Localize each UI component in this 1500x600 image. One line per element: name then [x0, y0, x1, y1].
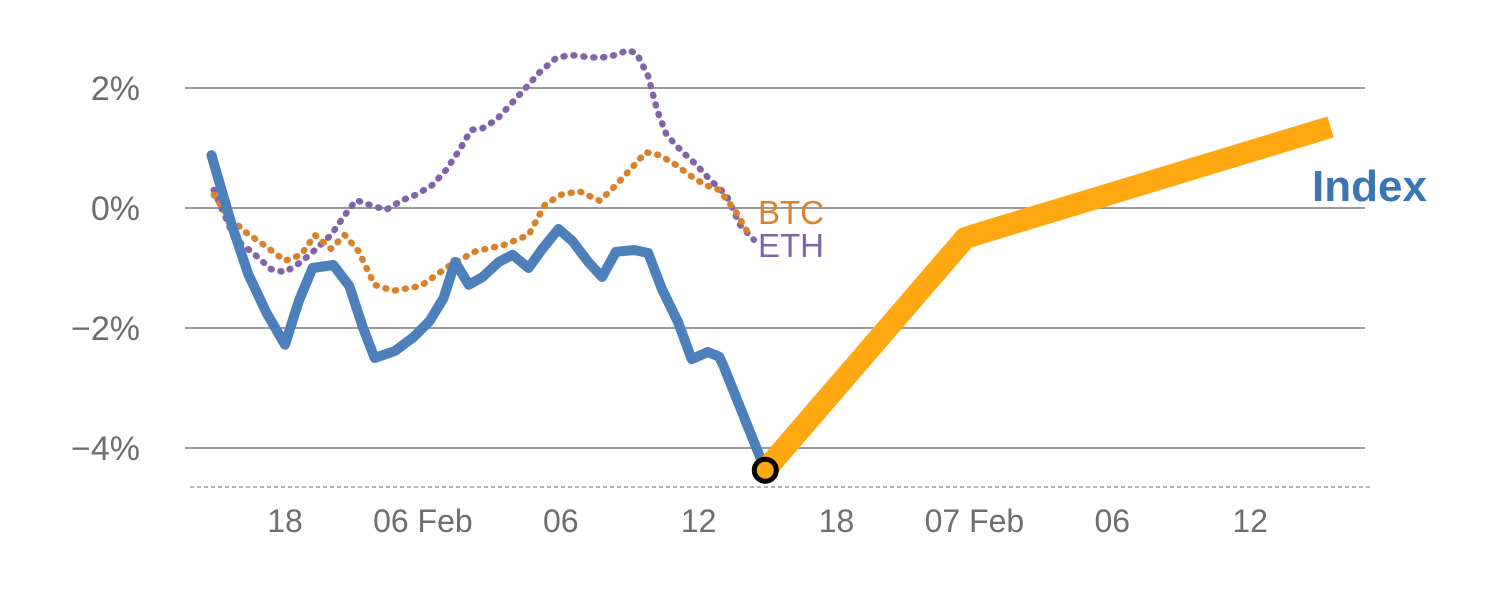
x-tick-label: 12: [681, 503, 717, 539]
btc-series-label: BTC: [758, 194, 824, 231]
x-tick-label: 07 Feb: [925, 503, 1025, 539]
current-point-marker: [751, 456, 779, 484]
index-line: [206, 150, 771, 476]
eth-line: [210, 46, 758, 276]
eth-series-label: ETH: [758, 227, 824, 264]
y-tick-label: −4%: [71, 430, 140, 468]
x-tick-label: 06: [1094, 503, 1130, 539]
x-tick-label: 18: [267, 503, 303, 539]
x-tick-label: 18: [819, 503, 855, 539]
x-tick-label: 12: [1232, 503, 1268, 539]
y-tick-label: 2%: [91, 70, 140, 108]
y-tick-label: −2%: [71, 310, 140, 348]
x-tick-label: 06: [543, 503, 579, 539]
forecast-line: [756, 116, 1334, 478]
btc-line: [210, 148, 753, 295]
index-series-label: Index: [1312, 162, 1427, 211]
x-tick-label: 06 Feb: [373, 503, 473, 539]
y-tick-label: 0%: [91, 190, 140, 228]
